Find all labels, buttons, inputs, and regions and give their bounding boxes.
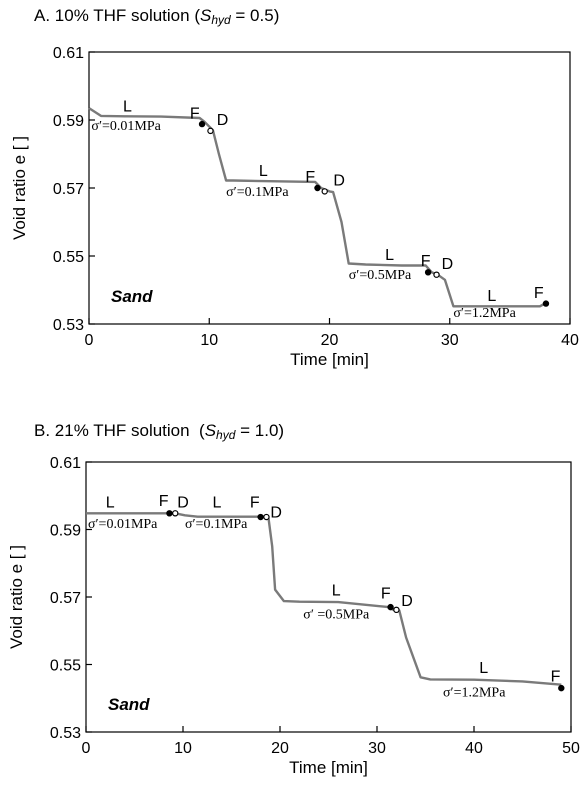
marker-label: D — [442, 256, 454, 273]
filled-marker — [424, 269, 432, 276]
segment-label: L — [487, 288, 496, 305]
x-tick-label: 30 — [441, 332, 459, 349]
series-line — [86, 512, 562, 686]
marker-label: D — [401, 593, 413, 610]
chart-b: 0.53 0.55 0.57 0.59 0.61 0 10 20 30 40 50 Time [min… — [7, 455, 580, 777]
series-line — [88, 107, 547, 308]
open-marker — [207, 127, 214, 135]
y-tick-label: 0.53 — [50, 725, 81, 742]
segment-label: L — [332, 582, 341, 599]
segment-label: L — [385, 247, 394, 264]
segment-label: L — [106, 495, 115, 512]
x-tick-label: 20 — [321, 332, 339, 349]
x-axis-label: Time [min] — [290, 350, 369, 369]
stress-label: σ′=1.2MPa — [453, 306, 516, 321]
stress-label: σ′=1.2MPa — [443, 686, 506, 701]
open-marker — [263, 513, 270, 521]
x-tick-label: 0 — [85, 332, 94, 349]
y-tick-label: 0.55 — [53, 249, 84, 266]
filled-marker — [542, 300, 550, 307]
filled-marker — [558, 684, 565, 692]
stress-label: σ′=0.01MPa — [91, 119, 161, 134]
x-tick-label: 10 — [200, 332, 218, 349]
marker-label: F — [190, 105, 200, 122]
y-tick-label: 0.55 — [50, 658, 81, 675]
chart-title-a: A. 10% THF solution (Shyd = 0.5) — [34, 6, 280, 27]
filled-marker — [166, 510, 173, 517]
open-marker — [433, 271, 440, 278]
sample-label: Sand — [108, 695, 150, 714]
chart-panel-a: A. 10% THF solution (Shyd = 0.5) 0.53 0.5… — [0, 0, 587, 390]
x-tick-label: 0 — [82, 740, 91, 757]
marker-label: F — [305, 169, 315, 186]
y-tick-label: 0.57 — [53, 181, 84, 198]
open-marker — [393, 606, 400, 614]
y-axis-label: Void ratio e [ ] — [10, 136, 29, 240]
segment-label: L — [123, 99, 132, 116]
marker-label: D — [217, 112, 229, 129]
sample-label: Sand — [111, 287, 153, 306]
chart-a: 0.53 0.55 0.57 0.59 0.61 0 10 20 30 40 Time [min] V… — [10, 45, 579, 369]
marker-label: F — [534, 285, 544, 302]
segment-label: L — [259, 163, 268, 180]
stress-label: σ′=0.1MPa — [226, 185, 289, 200]
x-tick-label: 40 — [561, 332, 579, 349]
x-tick-label: 10 — [174, 740, 192, 757]
filled-marker — [198, 120, 206, 128]
chart-panel-b: B. 21% THF solution (Shyd = 1.0) 0.53 0.5… — [0, 415, 587, 799]
segment-label: L — [212, 495, 221, 512]
y-tick-label: 0.61 — [53, 45, 84, 62]
open-marker — [172, 510, 179, 517]
chart-title-b: B. 21% THF solution (Shyd = 1.0) — [34, 421, 285, 442]
marker-label: F — [551, 668, 561, 685]
stress-label: σ′ =0.5MPa — [303, 607, 370, 622]
segment-label: L — [479, 660, 488, 677]
marker-label: F — [381, 586, 391, 603]
y-tick-label: 0.59 — [50, 523, 81, 540]
y-tick-label: 0.53 — [53, 317, 84, 334]
x-tick-label: 30 — [368, 740, 386, 757]
stress-label: σ′=0.01MPa — [88, 517, 158, 532]
filled-marker — [257, 513, 264, 521]
marker-label: F — [421, 253, 431, 270]
marker-label: F — [159, 493, 169, 510]
plot-frame — [88, 51, 571, 325]
y-tick-label: 0.61 — [50, 455, 81, 472]
stress-label: σ′=0.5MPa — [349, 268, 412, 283]
marker-label: D — [333, 173, 345, 190]
y-tick-label: 0.57 — [50, 590, 81, 607]
marker-label: F — [250, 495, 260, 512]
x-tick-label: 40 — [465, 740, 483, 757]
stress-label: σ′=0.1MPa — [185, 517, 248, 532]
y-tick-label: 0.59 — [53, 113, 84, 130]
x-tick-label: 50 — [562, 740, 580, 757]
filled-marker — [314, 184, 321, 192]
marker-label: D — [270, 505, 282, 522]
marker-label: D — [177, 495, 189, 512]
open-marker — [321, 188, 328, 195]
filled-marker — [387, 603, 394, 611]
x-axis-label: Time [min] — [289, 758, 368, 777]
y-axis-label: Void ratio e [ ] — [7, 545, 26, 649]
x-tick-label: 20 — [271, 740, 289, 757]
